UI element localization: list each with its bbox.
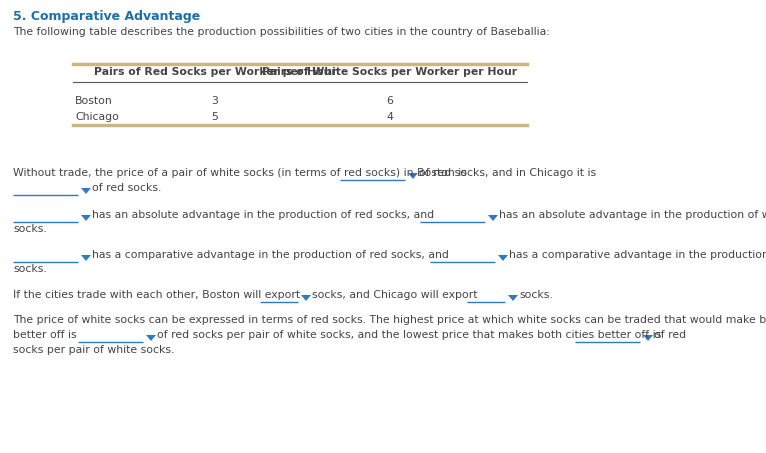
Polygon shape	[301, 295, 311, 301]
Polygon shape	[498, 255, 508, 261]
Text: Boston: Boston	[75, 96, 113, 106]
Polygon shape	[81, 255, 91, 261]
Text: has an absolute advantage in the production of white: has an absolute advantage in the product…	[499, 210, 766, 220]
Text: The price of white socks can be expressed in terms of red socks. The highest pri: The price of white socks can be expresse…	[13, 315, 766, 325]
Polygon shape	[508, 295, 518, 301]
Text: Pairs of White Socks per Worker per Hour: Pairs of White Socks per Worker per Hour	[263, 67, 518, 77]
Polygon shape	[146, 335, 156, 341]
Text: of red: of red	[654, 330, 686, 340]
Text: If the cities trade with each other, Boston will export: If the cities trade with each other, Bos…	[13, 290, 300, 300]
Text: has a comparative advantage in the production of white: has a comparative advantage in the produ…	[509, 250, 766, 260]
Text: of red socks, and in Chicago it is: of red socks, and in Chicago it is	[419, 168, 596, 178]
Text: 5: 5	[211, 112, 218, 122]
Text: has a comparative advantage in the production of red socks, and: has a comparative advantage in the produ…	[92, 250, 449, 260]
Text: socks.: socks.	[13, 264, 47, 274]
Text: 3: 3	[211, 96, 218, 106]
Text: 4: 4	[387, 112, 394, 122]
Polygon shape	[488, 215, 498, 221]
Polygon shape	[81, 188, 91, 194]
Polygon shape	[408, 173, 418, 179]
Text: 5. Comparative Advantage: 5. Comparative Advantage	[13, 10, 200, 23]
Text: socks per pair of white socks.: socks per pair of white socks.	[13, 345, 175, 355]
Polygon shape	[643, 335, 653, 341]
Text: of red socks per pair of white socks, and the lowest price that makes both citie: of red socks per pair of white socks, an…	[157, 330, 661, 340]
Text: socks.: socks.	[519, 290, 553, 300]
Text: better off is: better off is	[13, 330, 77, 340]
Text: Chicago: Chicago	[75, 112, 119, 122]
Text: 6: 6	[387, 96, 394, 106]
Text: of red socks.: of red socks.	[92, 183, 162, 193]
Polygon shape	[81, 215, 91, 221]
Text: The following table describes the production possibilities of two cities in the : The following table describes the produc…	[13, 27, 550, 37]
Text: has an absolute advantage in the production of red socks, and: has an absolute advantage in the product…	[92, 210, 434, 220]
Text: Without trade, the price of a pair of white socks (in terms of red socks) in Bos: Without trade, the price of a pair of wh…	[13, 168, 466, 178]
Text: socks.: socks.	[13, 224, 47, 234]
Text: Pairs of Red Socks per Worker per Hour: Pairs of Red Socks per Worker per Hour	[93, 67, 336, 77]
Text: socks, and Chicago will export: socks, and Chicago will export	[312, 290, 477, 300]
